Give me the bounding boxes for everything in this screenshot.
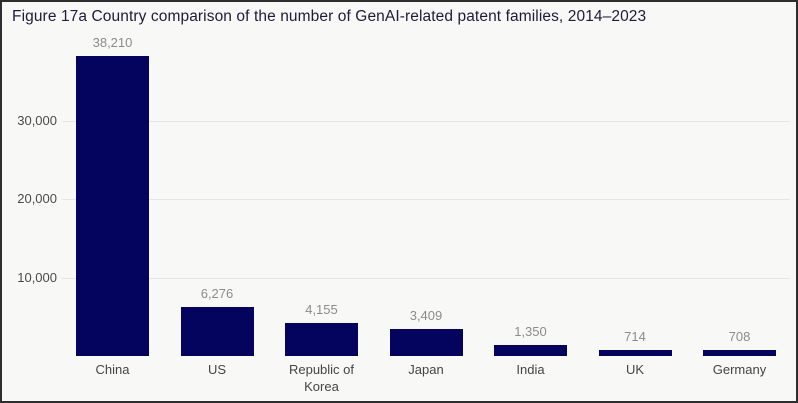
bar-japan (389, 329, 463, 356)
bar-value-label: 714 (624, 329, 646, 345)
y-axis-tick-label: 10,000 (17, 269, 57, 285)
bar-us (180, 306, 254, 356)
x-axis-category-label: China (95, 362, 130, 377)
bar-germany (703, 350, 776, 356)
gridline-10000 (62, 277, 790, 279)
x-axis-category-label: US (207, 362, 227, 377)
y-axis-tick-label: 20,000 (17, 191, 57, 206)
bar-value-label: 6,276 (200, 285, 234, 301)
x-axis-category-label: UK (625, 362, 645, 377)
figure-title: Figure 17a Country comparison of the num… (12, 8, 647, 25)
x-axis-category-label: India (516, 362, 545, 377)
gridline-30000 (62, 120, 790, 122)
bar-republic-of-korea (285, 323, 358, 356)
bar-value-label: 3,409 (409, 308, 443, 324)
bar-uk (598, 350, 672, 356)
bar-value-label: 1,350 (514, 324, 547, 340)
x-axis-category-label: Japan (408, 362, 444, 377)
gridline-20000 (62, 199, 790, 200)
x-axis-category-label: Germany (712, 362, 767, 377)
bar-china (76, 56, 149, 356)
x-axis-category-label: Republic of Korea (288, 362, 355, 394)
bar-india (494, 345, 567, 356)
bar-value-label: 708 (728, 329, 751, 345)
y-axis-tick-label: 30,000 (17, 112, 57, 128)
bar-value-label: 38,210 (92, 35, 133, 51)
bar-value-label: 4,155 (305, 302, 338, 318)
